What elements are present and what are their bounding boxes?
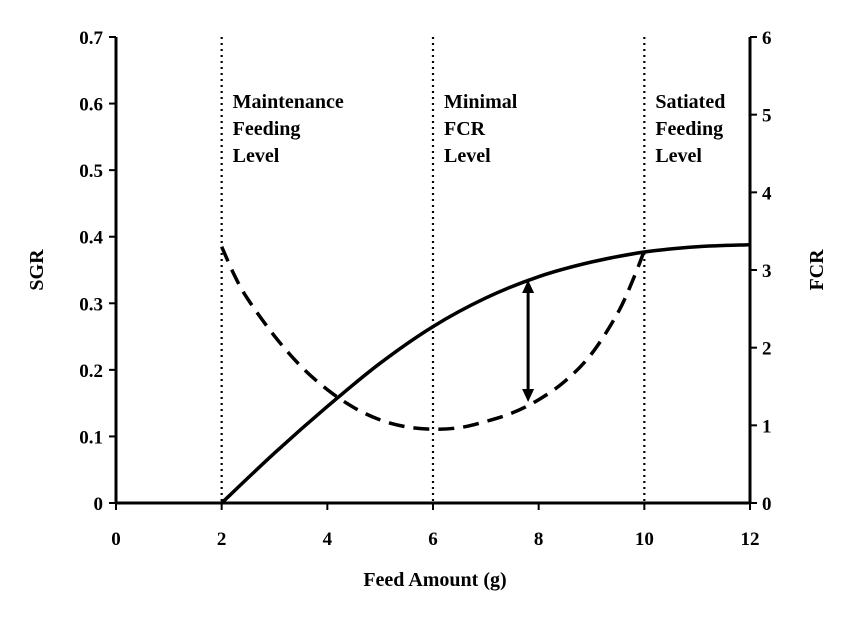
y-right-tick-label: 5 <box>762 106 772 127</box>
x-tick-label: 2 <box>217 529 227 550</box>
arrow-head-top <box>522 279 535 293</box>
difference-arrow <box>522 279 535 403</box>
reference-label-line: Feeding <box>655 118 723 140</box>
sgr-curve <box>220 242 751 505</box>
x-axis-title: Feed Amount (g) <box>363 569 506 591</box>
axes <box>109 36 757 510</box>
reference-label-line: Level <box>655 145 702 167</box>
reference-label-line: Feeding <box>233 118 301 140</box>
y-left-tick-label: 0.6 <box>79 95 103 116</box>
reference-label-line: Minimal <box>444 91 518 113</box>
y-left-tick-label: 0.5 <box>79 161 103 182</box>
y-axis-right-title: FCR <box>806 249 828 291</box>
y-right-tick-label: 3 <box>762 261 772 282</box>
y-left-tick-label: 0.4 <box>79 228 103 249</box>
y-left-tick-label: 0.1 <box>79 427 103 448</box>
y-left-tick-label: 0.2 <box>79 361 103 382</box>
x-tick-label: 8 <box>534 529 544 550</box>
reference-label-line: Level <box>444 145 491 167</box>
y-left-tick-label: 0.7 <box>79 28 103 49</box>
y-right-tick-label: 6 <box>762 28 772 49</box>
reference-label-line: Maintenance <box>233 91 344 113</box>
reference-label-line: Satiated <box>655 91 725 113</box>
x-tick-label: 6 <box>428 529 438 550</box>
y-axis-left-title: SGR <box>26 249 48 291</box>
y-right-tick-label: 0 <box>762 494 772 515</box>
x-tick-label: 4 <box>323 529 333 550</box>
x-tick-label: 0 <box>111 529 121 550</box>
fcr-curve <box>220 245 646 431</box>
reference-label-line: FCR <box>444 118 486 140</box>
reference-label-line: Level <box>233 145 280 167</box>
y-right-tick-label: 1 <box>762 416 772 437</box>
y-left-tick-label: 0 <box>94 494 104 515</box>
annotations: Maintenance Feeding Level Minimal FCR Level Sa… <box>233 91 726 167</box>
y-right-tick-label: 4 <box>762 183 772 204</box>
series-layer <box>220 242 751 505</box>
y-left-tick-label: 0.3 <box>79 294 103 315</box>
y-right-tick-label: 2 <box>762 339 772 360</box>
x-tick-label: 12 <box>741 529 760 550</box>
arrow-head-bottom <box>522 389 535 403</box>
x-tick-label: 10 <box>635 529 654 550</box>
